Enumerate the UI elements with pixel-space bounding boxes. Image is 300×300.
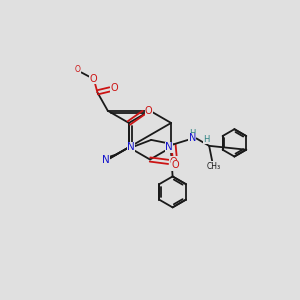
Text: N: N (165, 142, 173, 152)
Text: O: O (110, 83, 118, 93)
Text: O: O (145, 106, 153, 116)
Text: CH₃: CH₃ (206, 161, 221, 170)
Text: N: N (188, 134, 196, 143)
Text: N: N (127, 142, 135, 152)
Text: O: O (170, 157, 177, 167)
Text: O: O (171, 160, 179, 170)
Text: N: N (102, 154, 110, 164)
Text: O: O (75, 65, 81, 74)
Text: H: H (203, 135, 209, 144)
Text: H: H (190, 129, 196, 138)
Text: O: O (89, 74, 97, 84)
